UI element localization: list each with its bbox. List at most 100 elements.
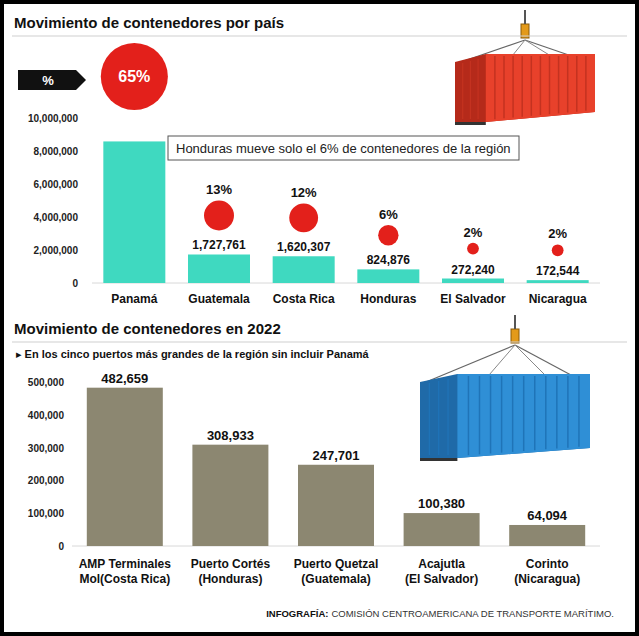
data-label: 1,727,761 (192, 238, 246, 252)
container-rib (545, 376, 547, 449)
data-label: 482,659 (101, 371, 148, 386)
share-legend: % (42, 73, 54, 88)
category-line: (Nicaragua) (514, 572, 580, 586)
category-line: AMP Terminales (79, 557, 172, 571)
container-rib (429, 383, 430, 455)
chart-title: Movimiento de contenedores en 2022 (14, 320, 281, 337)
y-tick-label: 6,000,000 (34, 179, 79, 190)
hook-cable (524, 10, 526, 24)
category-line: Nicaragua (529, 292, 587, 306)
container-rib (447, 379, 448, 455)
annotation: Honduras mueve solo el 6% de contenedore… (168, 136, 519, 160)
bar (509, 525, 585, 546)
share-label: 13% (206, 182, 232, 197)
title-rule (12, 36, 627, 37)
bar (357, 269, 419, 283)
share-label: 65% (118, 68, 150, 85)
container-rib (494, 56, 496, 119)
bars (87, 388, 585, 546)
y-tick-label: 400,000 (28, 410, 65, 421)
container-illustration (420, 315, 590, 461)
container-rib (558, 56, 560, 113)
container-rib (512, 56, 514, 118)
bar (188, 254, 250, 283)
share-label: 12% (291, 185, 317, 200)
category-line: Acajutla (418, 557, 465, 571)
y-tick-label: 2,000,000 (34, 245, 79, 256)
container-rib (578, 376, 580, 447)
category-line: Corinto (526, 557, 569, 571)
container-rib (531, 56, 533, 116)
container-rib (534, 376, 536, 450)
category-line: Costa Rica (273, 292, 335, 306)
category-label: Acajutla(El Salvador) (405, 557, 478, 586)
share-label: 2% (464, 225, 483, 240)
source: INFOGRAFÍA:COMISIÓN CENTROAMERICANA DE T… (266, 608, 614, 619)
title-rule (12, 342, 627, 343)
category-label: Guatemala (188, 292, 250, 306)
container-face (457, 374, 590, 458)
category-line: Guatemala (188, 292, 250, 306)
share-circle (204, 200, 234, 230)
hook (511, 329, 519, 343)
bar (103, 141, 165, 283)
share-circle (289, 203, 318, 232)
category-label: Panamá (111, 292, 157, 306)
container-rib (479, 376, 481, 454)
bar (442, 279, 504, 283)
container-illustration (455, 10, 595, 125)
category-label: Honduras (360, 292, 416, 306)
category-label: Puerto Quetzal(Guatemala) (294, 557, 379, 586)
share-label: 2% (548, 226, 567, 241)
baseline (92, 283, 600, 284)
category-line: Mol(Costa Rica) (79, 572, 170, 586)
container-base (420, 458, 457, 461)
share-label: 6% (379, 207, 398, 222)
y-tick-label: 0 (58, 541, 64, 552)
category-label: AMP TerminalesMol(Costa Rica) (79, 557, 172, 586)
container-rib (549, 56, 551, 114)
y-tick-label: 300,000 (28, 443, 65, 454)
bar (192, 445, 268, 546)
container-rib (540, 56, 542, 115)
share-circle (101, 43, 168, 110)
category-line: Puerto Cortés (191, 557, 271, 571)
annotation-text: Honduras mueve solo el 6% de contenedore… (176, 141, 511, 156)
container-rib (470, 61, 471, 119)
y-tick-label: 200,000 (28, 475, 65, 486)
category-line: Puerto Quetzal (294, 557, 379, 571)
container-rib (503, 56, 505, 118)
data-label: 308,933 (207, 428, 254, 443)
y-tick-label: 500,000 (28, 377, 65, 388)
container-rib (567, 56, 569, 113)
container-base (455, 122, 486, 125)
category-line: (El Salvador) (405, 572, 478, 586)
data-label: 64,094 (527, 508, 568, 523)
container-rib (576, 56, 578, 112)
y-tick-label: 100,000 (28, 508, 65, 519)
y-tick-label: 0 (72, 278, 78, 289)
infographic: Movimiento de contenedores por país02,00… (0, 0, 639, 636)
container-rib (468, 376, 470, 455)
source-text: COMISIÓN CENTROAMERICANA DE TRANSPORTE M… (331, 608, 614, 619)
annotation-box (168, 136, 519, 160)
source-label: INFOGRAFÍA: (266, 608, 328, 619)
bar (298, 465, 374, 546)
category-line: (Guatemala) (301, 572, 370, 586)
category-label: Costa Rica (273, 292, 335, 306)
data-label: 1,620,307 (277, 240, 331, 254)
share-circle (467, 243, 479, 255)
category-label: El Salvador (440, 292, 506, 306)
container-rib (438, 381, 439, 455)
chart-subtitle: ▸ En los cinco puertos más grandes de la… (16, 348, 370, 360)
category-label: Puerto Cortés(Honduras) (191, 557, 271, 586)
container-rib (478, 59, 479, 119)
container-rib (490, 376, 492, 454)
bar (404, 513, 480, 546)
y-tick-label: 10,000,000 (28, 113, 78, 124)
category-line: El Salvador (440, 292, 506, 306)
share-circle (378, 225, 398, 245)
share-legend-tag (18, 70, 86, 90)
container-rib (521, 56, 523, 117)
container-rib (523, 376, 525, 451)
